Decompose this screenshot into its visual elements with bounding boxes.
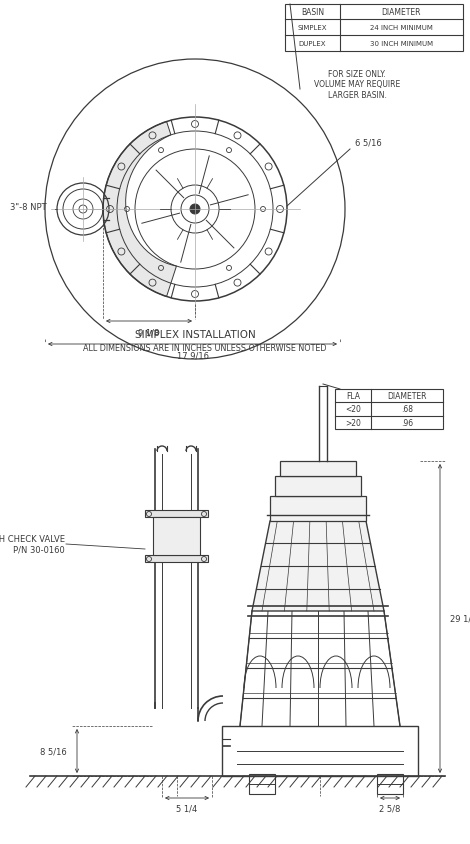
Text: SIMPLEX: SIMPLEX bbox=[298, 25, 327, 31]
Text: .68: .68 bbox=[401, 405, 413, 414]
Text: 5 1/4: 5 1/4 bbox=[176, 804, 197, 813]
Bar bbox=[285, 5, 463, 52]
Text: 24 INCH MINIMUM: 24 INCH MINIMUM bbox=[370, 25, 433, 31]
Polygon shape bbox=[252, 522, 384, 611]
Text: FOR SIZE ONLY.
VOLUME MAY REQUIRE
LARGER BASIN.: FOR SIZE ONLY. VOLUME MAY REQUIRE LARGER… bbox=[314, 70, 400, 100]
Text: <20: <20 bbox=[345, 405, 361, 414]
Text: FLA: FLA bbox=[346, 392, 360, 401]
Polygon shape bbox=[103, 122, 176, 297]
Text: 8 5/16: 8 5/16 bbox=[40, 747, 67, 755]
Text: 6 5/16: 6 5/16 bbox=[355, 138, 382, 147]
Text: SIMPLEX INSTALLATION: SIMPLEX INSTALLATION bbox=[134, 330, 255, 339]
Text: .96: .96 bbox=[401, 419, 413, 428]
Text: 30 INCH MINIMUM: 30 INCH MINIMUM bbox=[370, 41, 433, 47]
Text: 9 1/8: 9 1/8 bbox=[138, 328, 160, 338]
Text: 29 1/4: 29 1/4 bbox=[450, 614, 470, 623]
Bar bbox=[280, 462, 356, 476]
Bar bbox=[335, 390, 443, 430]
Text: DIAMETER: DIAMETER bbox=[387, 392, 427, 401]
Text: BASIN: BASIN bbox=[301, 8, 324, 17]
Text: DUPLEX: DUPLEX bbox=[299, 41, 326, 47]
Bar bbox=[145, 511, 208, 517]
Bar bbox=[222, 726, 418, 776]
Bar bbox=[275, 476, 361, 496]
Text: 3 INCH CHECK VALVE
P/N 30-0160: 3 INCH CHECK VALVE P/N 30-0160 bbox=[0, 534, 65, 554]
Bar bbox=[249, 774, 275, 794]
Bar bbox=[270, 496, 366, 522]
Text: 17 9/16: 17 9/16 bbox=[177, 352, 209, 360]
Bar bbox=[377, 774, 403, 794]
Bar bbox=[153, 517, 200, 555]
Text: 3"-8 NPT: 3"-8 NPT bbox=[10, 203, 47, 211]
Bar bbox=[145, 555, 208, 562]
Circle shape bbox=[190, 205, 200, 214]
Text: DIAMETER: DIAMETER bbox=[382, 8, 421, 17]
Text: >20: >20 bbox=[345, 419, 361, 428]
Text: 2 5/8: 2 5/8 bbox=[379, 804, 401, 813]
Text: ALL DIMENSIONS ARE IN INCHES UNLESS OTHERWISE NOTED: ALL DIMENSIONS ARE IN INCHES UNLESS OTHE… bbox=[83, 344, 327, 353]
